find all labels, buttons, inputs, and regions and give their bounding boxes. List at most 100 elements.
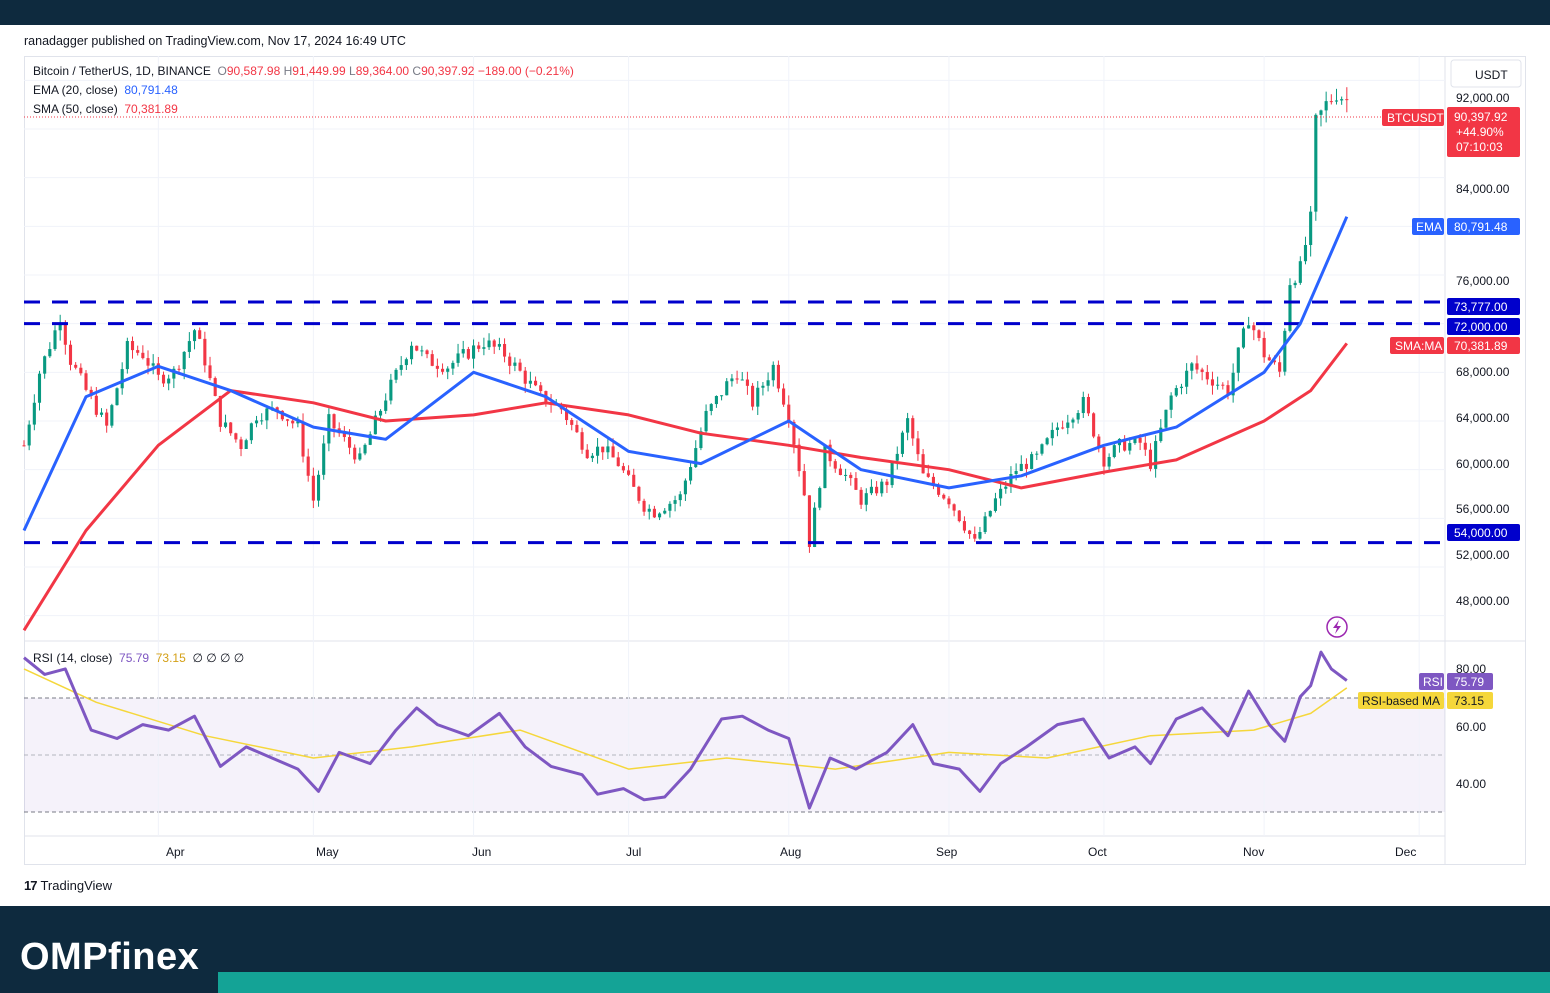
candle-body <box>229 422 233 434</box>
candle-body <box>1236 347 1240 373</box>
candle-body <box>632 474 636 487</box>
candle-body <box>161 374 166 384</box>
time-tick: Jun <box>472 845 491 859</box>
change-pct-tag: +44.90% <box>1456 125 1504 139</box>
candle-body <box>1164 409 1168 428</box>
legend-symbol[interactable]: Bitcoin / TetherUS, 1D, BINANCE <box>33 64 211 78</box>
candle-body <box>756 387 760 407</box>
candle-body <box>409 345 414 360</box>
candle-body <box>487 340 491 348</box>
candle-body <box>1040 444 1044 454</box>
candle-body <box>864 493 868 505</box>
time-tick: Sep <box>936 845 958 859</box>
candle-body <box>683 480 687 495</box>
candle-body <box>601 446 605 453</box>
candle-body <box>1314 114 1318 212</box>
candle-body <box>714 396 718 405</box>
candle-body <box>968 530 972 535</box>
candle-body <box>1288 285 1292 331</box>
candle-body <box>1340 99 1344 101</box>
candle-body <box>446 368 450 372</box>
candle-body <box>875 486 879 494</box>
candle-body <box>709 404 713 411</box>
candle-body <box>782 388 786 405</box>
lightning-icon[interactable] <box>1326 616 1348 638</box>
currency-label[interactable]: USDT <box>1475 68 1508 82</box>
candle-body <box>260 420 264 422</box>
candle-body <box>906 418 910 433</box>
candle-body <box>957 510 961 522</box>
candle-body <box>590 455 594 459</box>
candle-body <box>187 341 191 352</box>
rsi-legend[interactable]: RSI (14, close) 75.79 73.15 ∅ ∅ ∅ ∅ <box>33 651 244 665</box>
chart-frame <box>24 56 1526 865</box>
price-tick: 52,000.00 <box>1456 548 1510 562</box>
candle-body <box>1169 395 1173 410</box>
rsi-line <box>23 650 1348 810</box>
candle-body <box>833 461 837 469</box>
candle-body <box>192 330 197 342</box>
candle-body <box>1210 379 1215 386</box>
candle-body <box>1066 422 1070 428</box>
candle-body <box>807 495 811 547</box>
candle-body <box>585 449 589 459</box>
candle-body <box>1190 363 1194 371</box>
candle-body <box>125 341 129 370</box>
candle-body <box>859 489 863 505</box>
sma-legend[interactable]: SMA (50, close) 70,381.89 <box>33 102 178 116</box>
footer-stripe <box>218 972 1550 993</box>
candle-body <box>596 446 600 456</box>
ema-legend[interactable]: EMA (20, close) 80,791.48 <box>33 83 178 97</box>
ema-line <box>22 216 1349 532</box>
candle-body <box>1278 362 1282 372</box>
candle-body <box>647 508 651 512</box>
candle-body <box>1102 447 1106 467</box>
countdown-tag: 07:10:03 <box>1456 140 1503 154</box>
legend-open: 90,587.98 <box>226 64 281 78</box>
legend-change: −189.00 (−0.21%) <box>477 64 574 78</box>
candle-body <box>1133 437 1137 444</box>
candle-body <box>363 444 367 454</box>
candle-body <box>580 432 584 450</box>
sma-tag-value: 70,381.89 <box>1454 339 1508 353</box>
rsi-tick: 40.00 <box>1456 777 1486 791</box>
candle-body <box>492 340 496 347</box>
candle-body <box>1226 385 1230 396</box>
candle-body <box>761 385 765 388</box>
candle-body <box>575 424 579 433</box>
rsi-tick: 60.00 <box>1456 720 1486 734</box>
candle-body <box>63 324 67 345</box>
candle-body <box>895 453 899 461</box>
tradingview-logo[interactable]: 17 TradingView <box>24 878 112 893</box>
level-tag-73777: 73,777.00 <box>1454 300 1508 314</box>
candle-body <box>1148 449 1153 469</box>
candle-body <box>978 532 982 539</box>
candle-body <box>347 437 352 448</box>
candle-body <box>849 474 853 479</box>
candle-body <box>425 350 429 355</box>
candle-body <box>384 400 388 411</box>
candle-body <box>1267 357 1271 361</box>
candle-body <box>885 481 889 486</box>
candle-body <box>208 365 212 379</box>
candle-body <box>130 341 135 351</box>
candle-body <box>1179 386 1184 389</box>
candle-body <box>1154 441 1158 469</box>
candle-body <box>105 412 109 426</box>
candle-body <box>249 423 253 441</box>
time-tick: May <box>316 845 339 859</box>
candle-body <box>1185 370 1189 387</box>
candle-body <box>1303 245 1308 262</box>
candle-body <box>213 378 217 396</box>
candle-body <box>751 385 755 407</box>
candle-body <box>466 349 470 359</box>
candle-body <box>1076 413 1080 420</box>
candle-body <box>74 364 78 368</box>
candle-body <box>508 356 512 366</box>
candle-body <box>311 475 315 501</box>
candle-body <box>528 380 532 384</box>
candle-body <box>1257 330 1261 338</box>
candle-body <box>1045 438 1049 445</box>
rsi-legend-ma: 73.15 <box>155 651 186 665</box>
